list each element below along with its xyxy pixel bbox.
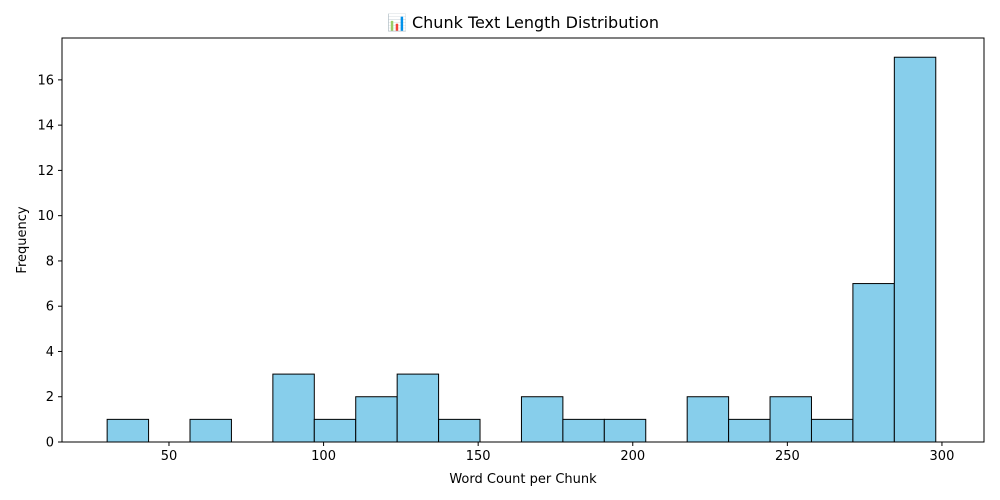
y-tick-label: 4 xyxy=(46,345,54,360)
y-tick-label: 8 xyxy=(46,254,54,269)
x-tick-label: 50 xyxy=(161,449,178,464)
x-axis-ticks: 50 100 150 200 250 300 xyxy=(161,442,955,464)
y-tick-label: 0 xyxy=(46,436,54,451)
histogram-bar xyxy=(893,56,937,443)
chart-title: 📊 Chunk Text Length Distribution xyxy=(387,13,659,32)
histogram-bar xyxy=(728,418,771,443)
histogram-bar xyxy=(686,396,730,443)
histogram-bar xyxy=(852,283,895,443)
plot-frame xyxy=(61,37,985,443)
histogram-bar xyxy=(438,418,481,443)
histogram-bar xyxy=(106,418,150,443)
bars-layer xyxy=(106,56,937,443)
histogram-bar xyxy=(355,396,398,443)
x-tick-label: 150 xyxy=(466,449,491,464)
x-axis-label: Word Count per Chunk xyxy=(449,472,597,487)
y-tick-label: 6 xyxy=(46,300,54,315)
x-tick-label: 300 xyxy=(930,449,955,464)
y-tick-label: 16 xyxy=(37,73,54,88)
histogram-bar xyxy=(520,396,564,443)
histogram-bar xyxy=(810,418,854,443)
y-tick-label: 10 xyxy=(37,209,54,224)
histogram-bar xyxy=(562,418,605,443)
histogram-bar xyxy=(603,418,647,443)
histogram-bar xyxy=(189,418,232,443)
y-tick-label: 2 xyxy=(46,390,54,405)
x-tick-label: 250 xyxy=(775,449,800,464)
y-tick-label: 12 xyxy=(37,164,54,179)
x-tick-label: 200 xyxy=(620,449,645,464)
histogram-bar xyxy=(396,373,440,443)
histogram-bar xyxy=(769,396,812,443)
histogram-bar xyxy=(272,373,315,443)
histogram-bar xyxy=(313,418,357,443)
y-axis-label: Frequency xyxy=(15,206,30,273)
x-tick-label: 100 xyxy=(311,449,336,464)
y-axis-ticks: 0 2 4 6 8 10 12 14 16 xyxy=(37,73,62,451)
y-tick-label: 14 xyxy=(37,119,54,134)
